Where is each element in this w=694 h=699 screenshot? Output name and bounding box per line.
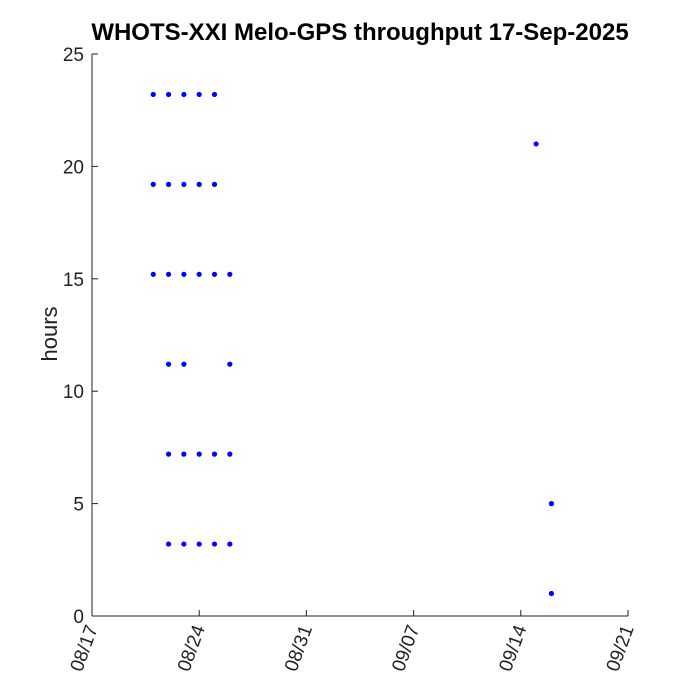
data-point [211,271,218,277]
data-point [181,541,187,547]
y-tick-label: 20 [63,157,84,178]
y-tick-label: 15 [63,270,84,291]
data-point [165,91,172,98]
y-tick-label: 5 [73,495,84,516]
data-point [181,181,187,187]
x-tick-label: 09/07 [388,623,424,675]
x-tick-label: 09/21 [603,623,639,675]
data-point [196,541,202,547]
data-point [150,91,156,98]
data-point [211,451,218,457]
x-tick-label: 08/17 [67,623,103,675]
data-point [196,181,202,187]
data-point [211,181,218,187]
y-tick-label: 10 [63,382,84,403]
data-point [196,271,202,277]
chart-title: WHOTS-XXI Melo-GPS throughput 17-Sep-202… [91,19,628,46]
data-point [196,451,202,457]
data-point [150,181,156,187]
data-point [227,271,233,277]
data-point [150,271,156,277]
data-point [196,91,202,98]
data-point [165,541,172,547]
data-point [227,451,233,457]
x-tick-label: 08/24 [174,622,210,674]
data-point [181,271,187,277]
data-point [165,361,172,367]
data-point [165,181,172,187]
ticks: 0 5 10 15 20 25 08/17 08/24 08/31 09/07 09/14 09/21 [63,45,639,674]
data-point [548,590,555,597]
data-points [150,91,555,597]
data-point [165,451,172,457]
data-point [181,91,187,98]
data-point [211,541,218,547]
data-point [227,361,233,367]
y-tick-label: 25 [63,45,84,66]
x-tick-label: 08/31 [281,623,317,675]
data-point [211,91,218,98]
data-point [227,541,233,547]
data-point [181,361,187,367]
data-point [533,141,539,147]
data-point [181,451,187,457]
x-tick-label: 09/14 [496,622,532,674]
data-point [165,271,172,277]
y-axis-label: hours [37,306,62,361]
data-point [548,501,555,507]
y-tick-label: 0 [73,607,84,628]
axes [91,54,628,617]
